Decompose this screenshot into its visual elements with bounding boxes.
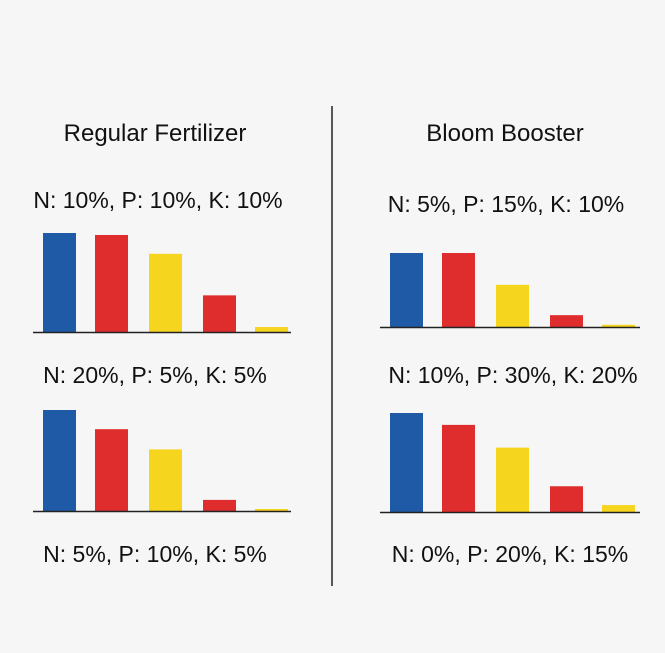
bar-2: [95, 234, 128, 332]
bar-4: [550, 315, 583, 327]
bar-3: [149, 253, 182, 332]
bar-1: [43, 233, 76, 332]
bar-4: [550, 486, 583, 512]
bar-3: [496, 447, 529, 512]
bar-chart-bloom-bottom: [380, 413, 640, 514]
npk-label-regular-top: N: 10%, P: 10%, K: 10%: [33, 187, 282, 213]
bar-chart-bloom-top: [380, 253, 640, 329]
bar-5: [255, 508, 288, 511]
bar-1: [43, 410, 76, 511]
npk-label-bloom-bottom: N: 0%, P: 20%, K: 15%: [392, 541, 629, 567]
bar-3: [149, 449, 182, 511]
bar-chart-regular-bottom: [33, 410, 291, 513]
bar-3: [496, 284, 529, 327]
npk-label-regular-middle: N: 20%, P: 5%, K: 5%: [43, 362, 267, 388]
npk-label-bloom-middle: N: 10%, P: 30%, K: 20%: [388, 362, 637, 388]
bar-1: [390, 253, 423, 327]
npk-label-regular-bottom: N: 5%, P: 10%, K: 5%: [43, 541, 267, 567]
bar-1: [390, 413, 423, 512]
bar-2: [442, 253, 475, 327]
bar-5: [255, 327, 288, 332]
panel-title-regular-fertilizer: Regular Fertilizer: [64, 120, 247, 147]
bar-4: [203, 499, 236, 511]
bar-chart-regular-top: [33, 233, 291, 334]
panel-title-bloom-booster: Bloom Booster: [426, 120, 583, 147]
npk-label-bloom-top: N: 5%, P: 15%, K: 10%: [388, 191, 625, 217]
bar-5: [602, 324, 635, 327]
bar-4: [203, 295, 236, 332]
bar-5: [602, 505, 635, 512]
bar-2: [95, 429, 128, 511]
bar-2: [442, 424, 475, 512]
